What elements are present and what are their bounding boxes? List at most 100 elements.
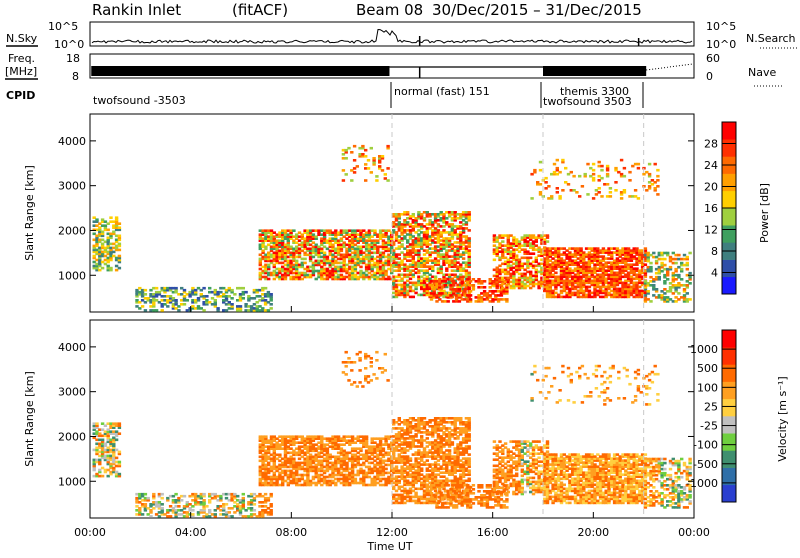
range-gate-cell [468,229,471,232]
range-gate-cell [669,266,672,269]
station-title: Rankin Inlet [92,1,181,19]
range-gate-cell [620,197,623,200]
range-gate-cell [144,503,147,506]
range-gate-cell [656,169,659,172]
colorbar-swatch [722,208,736,226]
range-gate-cell [253,503,256,506]
range-gate-cell [572,175,575,178]
range-gate-cell [118,267,121,270]
range-gate-cell [686,268,689,271]
range-gate-cell [350,179,353,182]
range-gate-cell [345,173,348,176]
range-gate-cell [347,147,350,150]
range-gate-cell [686,256,689,259]
range-gate-cell [458,294,461,297]
range-gate-cell [598,161,601,164]
range-gate-cell [546,234,549,237]
range-gate-cell [584,173,587,176]
range-gate-cell [614,189,617,192]
range-gate-cell [649,266,652,269]
range-gate-cell [386,167,389,170]
colorbar-tick-label: 12 [704,224,718,237]
range-gate-cell [155,287,158,290]
freq-right-tick-high: 60 [706,52,720,65]
range-gate-cell [592,173,595,176]
freq-label-line1: Freq. [8,52,35,65]
range-gate-cell [115,439,118,442]
range-gate-cell [364,179,367,182]
range-gate-cell [592,197,595,200]
range-gate-cell [586,163,589,166]
range-gate-cell [161,507,164,510]
range-gate-cell [152,493,155,496]
range-gate-cell [295,260,298,263]
range-gate-cell [600,165,603,168]
range-gate-cell [95,422,98,425]
range-gate-cell [472,284,475,287]
range-gate-cell [161,493,164,496]
freq-left-tick-low: 8 [72,70,79,83]
range-gate-cell [95,218,98,221]
range-gate-cell [620,159,623,162]
range-gate-cell [174,287,177,290]
nsky-label: N.Sky [6,32,38,45]
range-gate-cell [144,293,147,296]
range-gate-cell [354,478,357,481]
range-gate-cell [598,191,601,194]
range-gate-cell [270,503,273,506]
frequency-panel: Freq. [MHz] 18 8 60 0 Nave [5,52,782,86]
range-gate-cell [550,195,553,198]
range-gate-cell [688,272,691,275]
range-gate-cell [208,509,211,512]
colorbar-swatch [722,139,736,157]
range-gate-cell [144,493,147,496]
range-gate-cell [656,175,659,178]
range-gate-cell [118,422,121,425]
range-gate-cell [161,497,164,500]
range-gate-cell [578,195,581,198]
range-gate-cell [578,175,581,178]
range-gate-cell [270,307,273,310]
range-gate-cell [648,163,651,166]
range-gate-cell [202,287,205,290]
range-gate-cell [264,435,267,438]
range-gate-cell [634,189,637,192]
range-gate-cell [529,271,532,274]
range-gate-cell [556,191,559,194]
range-gate-cell [161,309,164,312]
range-gate-cell [202,493,205,496]
range-gate-cell [107,229,110,232]
range-gate-cell [452,280,455,283]
range-gate-cell [444,284,447,287]
range-gate-cell [244,291,247,294]
range-gate-cell [688,276,691,279]
range-gate-cell [600,177,603,180]
cpid-label: CPID [6,89,35,102]
range-gate-cell [353,159,356,162]
range-gate-cell [637,197,640,200]
range-gate-cell [561,159,564,162]
range-gate-cell [191,513,194,516]
range-gate-cell [370,147,373,150]
range-gate-cell [214,299,217,302]
colorbar-tick-label: 4 [711,267,718,280]
range-gate-cell [109,216,112,219]
range-gate-cell [592,163,595,166]
colorbar-swatch [722,174,736,192]
range-gate-cell [666,252,669,255]
range-gate-cell [468,237,471,240]
colorbar-tick-label: 24 [704,159,718,172]
cpid-segment-twofsound-pos: twofsound 3503 [543,95,632,108]
noise-right-tick-low: 10^0 [706,38,736,51]
y-tick-label: 3000 [58,180,86,193]
range-gate-cell [364,155,367,158]
range-gate-cell [544,177,547,180]
range-gate-cell [353,145,356,148]
range-gate-cell [292,458,295,461]
range-gate-cell [345,157,348,160]
range-gate-cell [378,165,381,168]
range-gate-cell [533,169,536,172]
range-gate-cell [228,511,231,514]
nsearch-label: N.Search [746,32,796,45]
